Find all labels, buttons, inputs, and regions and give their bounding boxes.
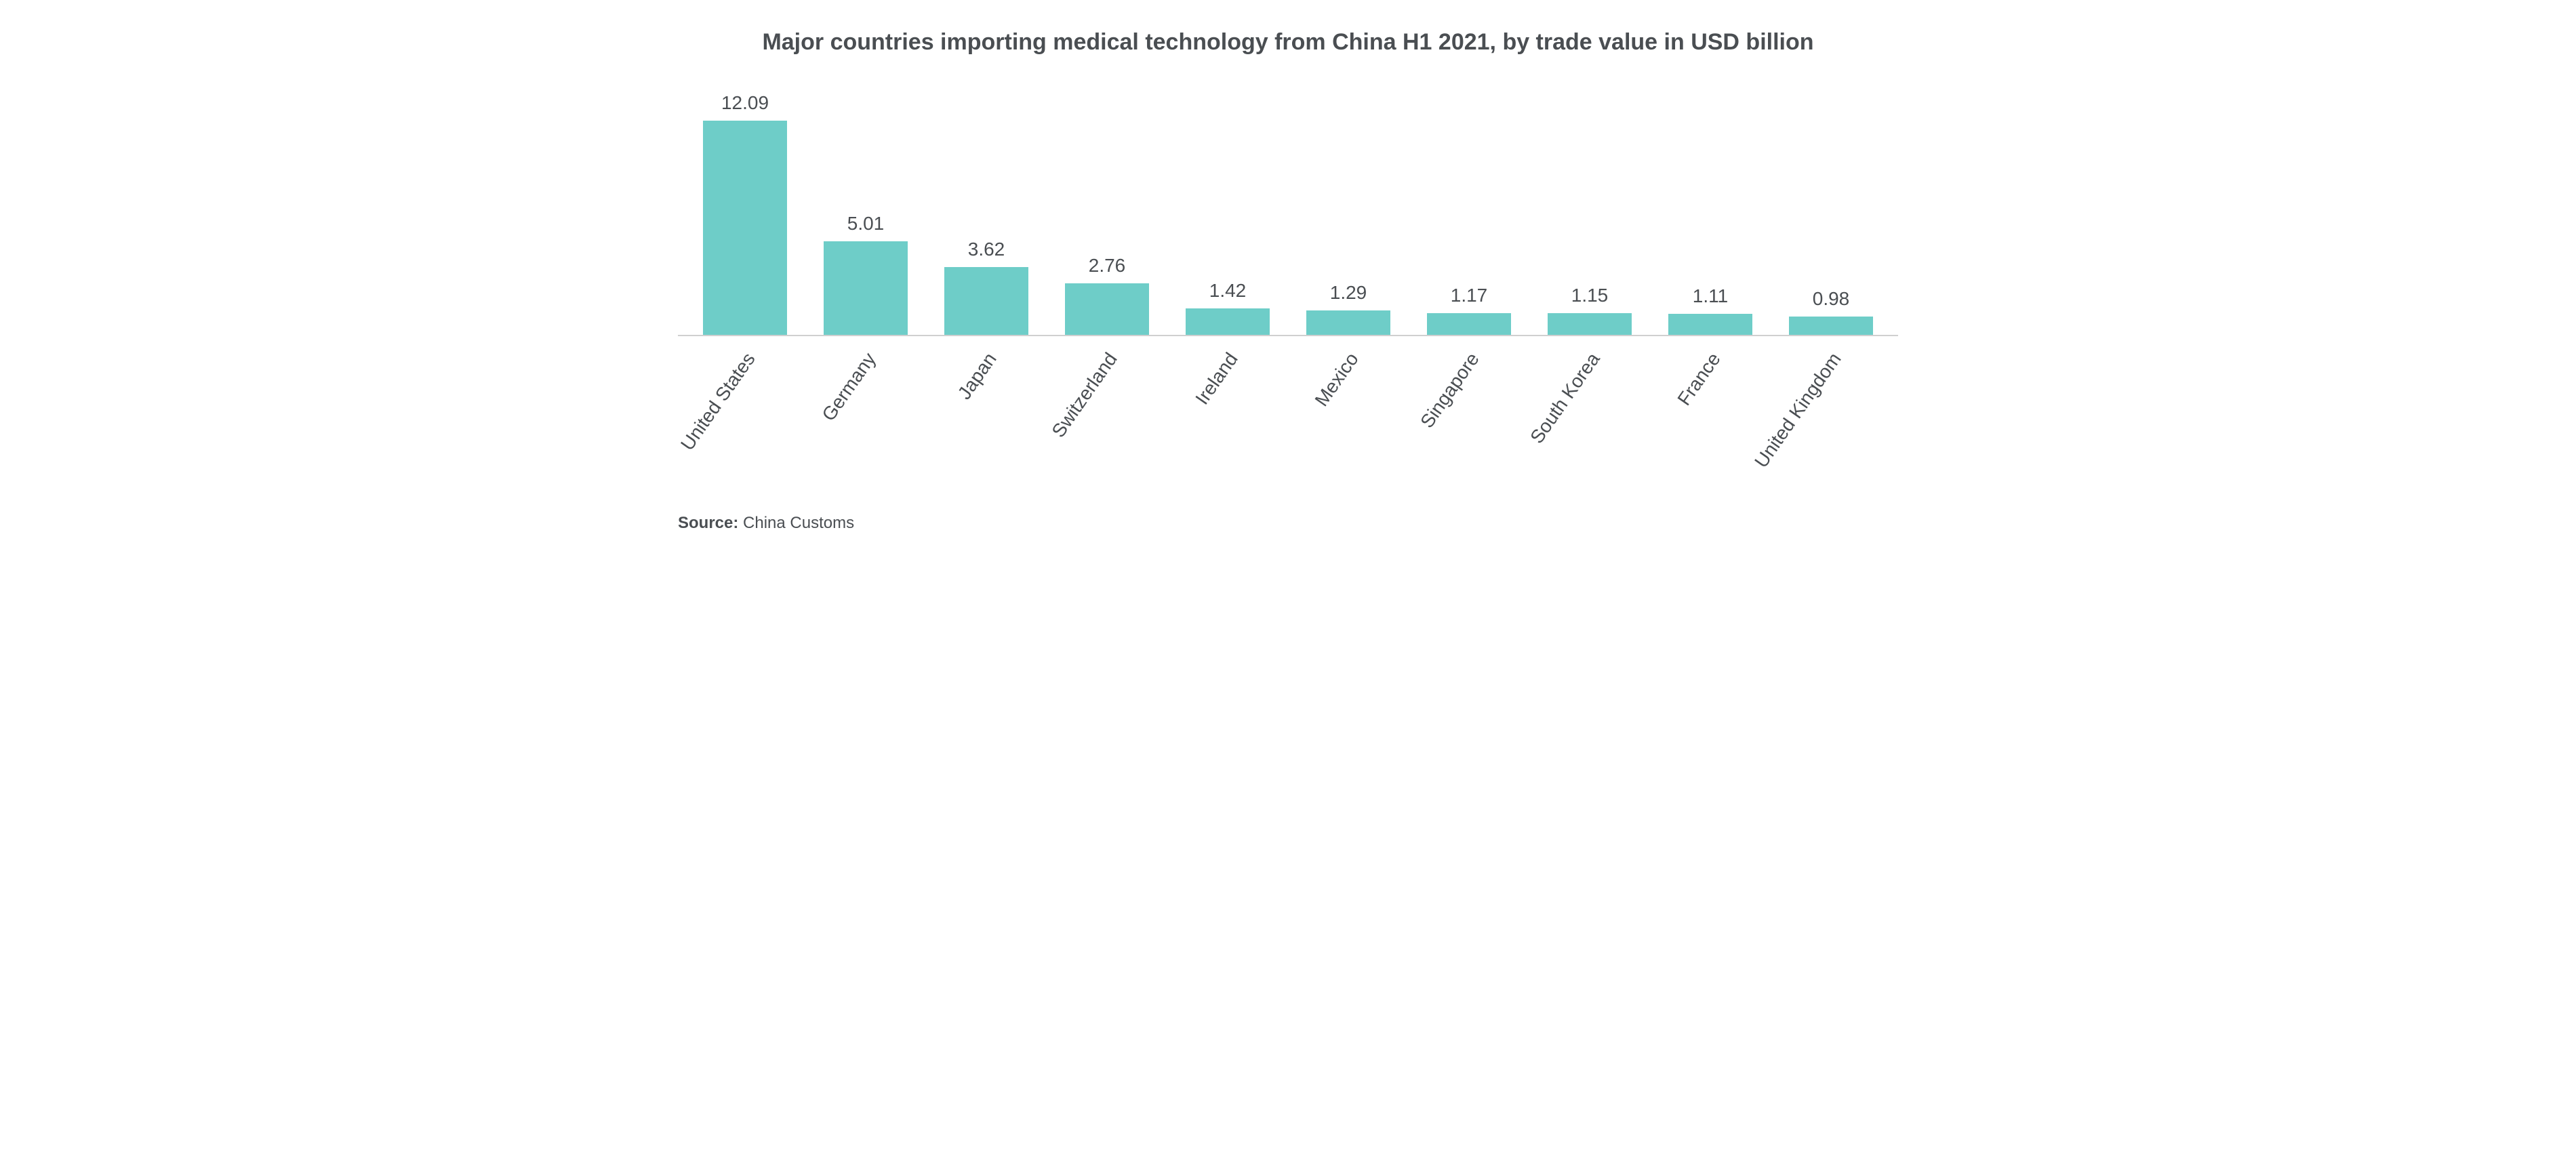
- bar-value-label: 12.09: [721, 92, 769, 114]
- bar-slot: 12.09: [685, 92, 805, 335]
- bar-value-label: 0.98: [1813, 288, 1850, 310]
- label-slot: Germany: [805, 344, 926, 493]
- bar-rect: [1186, 308, 1270, 335]
- label-slot: Mexico: [1288, 344, 1409, 493]
- bar-rect: [824, 241, 908, 335]
- bar-value-label: 1.15: [1571, 285, 1609, 306]
- label-slot: Switzerland: [1047, 344, 1167, 493]
- bar-rect: [1668, 314, 1753, 335]
- bar-rect: [1789, 317, 1874, 335]
- x-axis-category-label: Singapore: [1416, 344, 1487, 432]
- bar-rect: [944, 267, 1029, 335]
- x-axis-category-label: United States: [677, 344, 763, 455]
- bar-value-label: 1.29: [1330, 282, 1367, 304]
- bar-chart-plot: 12.09 5.01 3.62 2.76 1.42 1.29 1.17 1.15 1.11 0.9…: [678, 92, 1898, 336]
- label-slot: Ireland: [1167, 344, 1288, 493]
- bar-rect: [1065, 283, 1150, 335]
- label-slot: United Kingdom: [1771, 344, 1891, 493]
- x-axis-category-label: Switzerland: [1047, 344, 1125, 441]
- bar-slot: 1.11: [1650, 92, 1771, 335]
- x-axis-category-label: Japan: [954, 344, 1005, 403]
- bar-slot: 5.01: [805, 92, 926, 335]
- x-axis-labels: United StatesGermanyJapanSwitzerlandIrel…: [678, 344, 1898, 493]
- bar-rect: [703, 121, 788, 335]
- label-slot: Singapore: [1409, 344, 1529, 493]
- bar-rect: [1306, 310, 1391, 335]
- x-axis-category-label: Germany: [818, 344, 883, 425]
- x-axis-category-label: France: [1673, 344, 1728, 409]
- bar-value-label: 1.11: [1693, 285, 1728, 307]
- bar-slot: 1.17: [1409, 92, 1529, 335]
- label-slot: France: [1650, 344, 1771, 493]
- source-value: China Customs: [743, 514, 854, 532]
- bar-rect: [1427, 313, 1512, 335]
- bar-value-label: 1.42: [1209, 280, 1247, 302]
- bar-value-label: 3.62: [968, 239, 1005, 260]
- chart-container: Major countries importing medical techno…: [678, 27, 1898, 533]
- bar-value-label: 1.17: [1451, 285, 1488, 306]
- bar-slot: 0.98: [1771, 92, 1891, 335]
- source-key: Source:: [678, 514, 738, 532]
- x-axis-category-label: Mexico: [1311, 344, 1367, 411]
- bar-value-label: 5.01: [847, 213, 885, 235]
- bar-slot: 2.76: [1047, 92, 1167, 335]
- source-citation: Source: China Customs: [678, 514, 1898, 533]
- x-axis-category-label: Ireland: [1191, 344, 1245, 409]
- bar-slot: 3.62: [926, 92, 1047, 335]
- bar-slot: 1.42: [1167, 92, 1288, 335]
- bar-slot: 1.15: [1529, 92, 1650, 335]
- chart-title: Major countries importing medical techno…: [678, 27, 1898, 58]
- bar-slot: 1.29: [1288, 92, 1409, 335]
- label-slot: South Korea: [1529, 344, 1650, 493]
- label-slot: United States: [685, 344, 805, 493]
- label-slot: Japan: [926, 344, 1047, 493]
- bar-value-label: 2.76: [1089, 255, 1126, 277]
- bar-rect: [1548, 313, 1632, 335]
- x-axis-category-label: South Korea: [1526, 344, 1607, 447]
